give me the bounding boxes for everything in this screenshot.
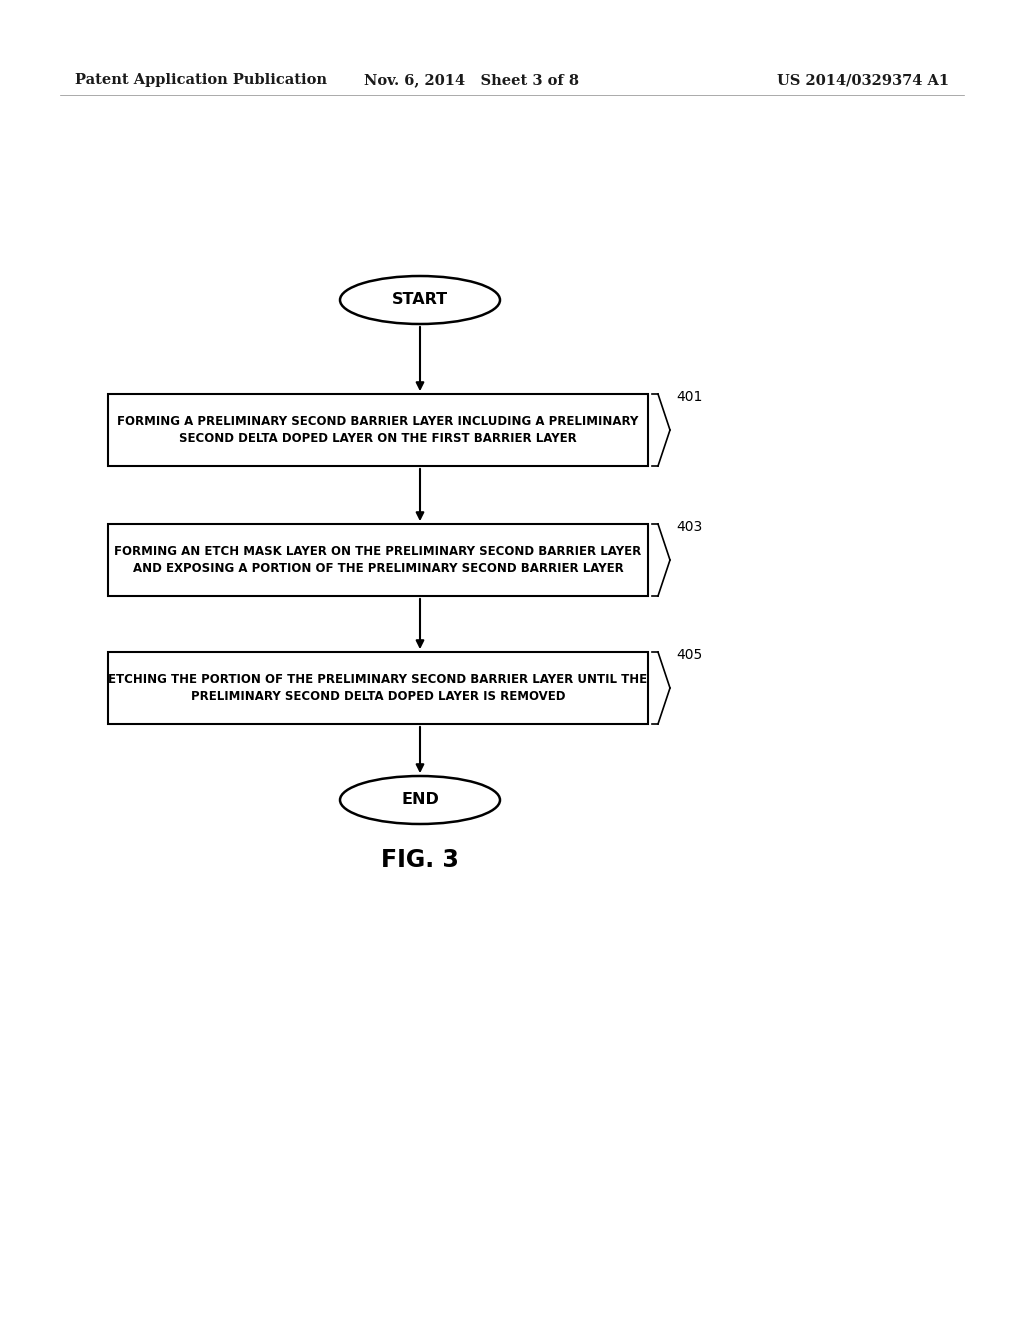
Bar (108, 393, 648, 466)
Text: 403: 403 (676, 520, 702, 535)
Text: 405: 405 (676, 648, 702, 663)
Text: 401: 401 (676, 389, 702, 404)
Text: Nov. 6, 2014   Sheet 3 of 8: Nov. 6, 2014 Sheet 3 of 8 (364, 73, 579, 87)
Text: Patent Application Publication: Patent Application Publication (75, 73, 327, 87)
Text: END: END (401, 792, 439, 808)
Text: FORMING A PRELIMINARY SECOND BARRIER LAYER INCLUDING A PRELIMINARY
SECOND DELTA : FORMING A PRELIMINARY SECOND BARRIER LAY… (118, 414, 639, 445)
Bar (108, 524, 648, 597)
Bar (108, 652, 648, 723)
Ellipse shape (340, 276, 500, 323)
Text: US 2014/0329374 A1: US 2014/0329374 A1 (777, 73, 949, 87)
Text: ETCHING THE PORTION OF THE PRELIMINARY SECOND BARRIER LAYER UNTIL THE
PRELIMINAR: ETCHING THE PORTION OF THE PRELIMINARY S… (109, 673, 647, 704)
Text: FIG. 3: FIG. 3 (381, 847, 459, 873)
Ellipse shape (340, 776, 500, 824)
Text: FORMING AN ETCH MASK LAYER ON THE PRELIMINARY SECOND BARRIER LAYER
AND EXPOSING : FORMING AN ETCH MASK LAYER ON THE PRELIM… (115, 545, 642, 576)
Text: START: START (392, 293, 449, 308)
